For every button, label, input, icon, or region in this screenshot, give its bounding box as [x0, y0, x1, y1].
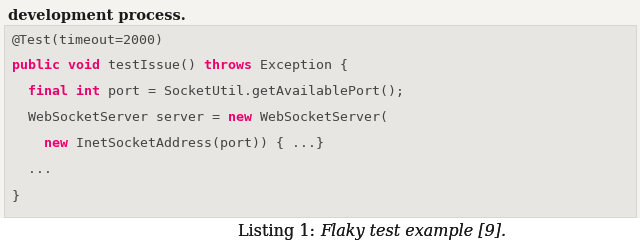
Text: development process.: development process.	[8, 9, 186, 23]
Text: Flaky test example [9].: Flaky test example [9].	[320, 224, 506, 241]
FancyBboxPatch shape	[4, 25, 636, 217]
Text: Flaky test example [9].: Flaky test example [9].	[320, 224, 506, 241]
Text: new: new	[12, 137, 76, 150]
Text: Listing 1:: Listing 1:	[238, 224, 320, 241]
Bar	[0, 218, 640, 247]
Text: final: final	[12, 85, 76, 98]
Text: void: void	[68, 59, 108, 72]
Text: throws: throws	[204, 59, 260, 72]
Text: public: public	[12, 59, 68, 72]
Text: WebSocketServer(: WebSocketServer(	[260, 111, 388, 124]
Text: ...: ...	[12, 163, 52, 176]
Text: }: }	[12, 189, 20, 202]
Text: Exception {: Exception {	[260, 59, 348, 72]
Text: int: int	[76, 85, 108, 98]
Text: WebSocketServer server =: WebSocketServer server =	[12, 111, 228, 124]
Text: new: new	[228, 111, 260, 124]
Text: Listing 1:: Listing 1:	[238, 224, 320, 241]
Text: testIssue(): testIssue()	[108, 59, 204, 72]
Text: @Test(timeout=2000): @Test(timeout=2000)	[12, 33, 164, 46]
Text: InetSocketAddress(port)) { ...}: InetSocketAddress(port)) { ...}	[76, 137, 324, 150]
Text: port = SocketUtil.getAvailablePort();: port = SocketUtil.getAvailablePort();	[108, 85, 404, 98]
